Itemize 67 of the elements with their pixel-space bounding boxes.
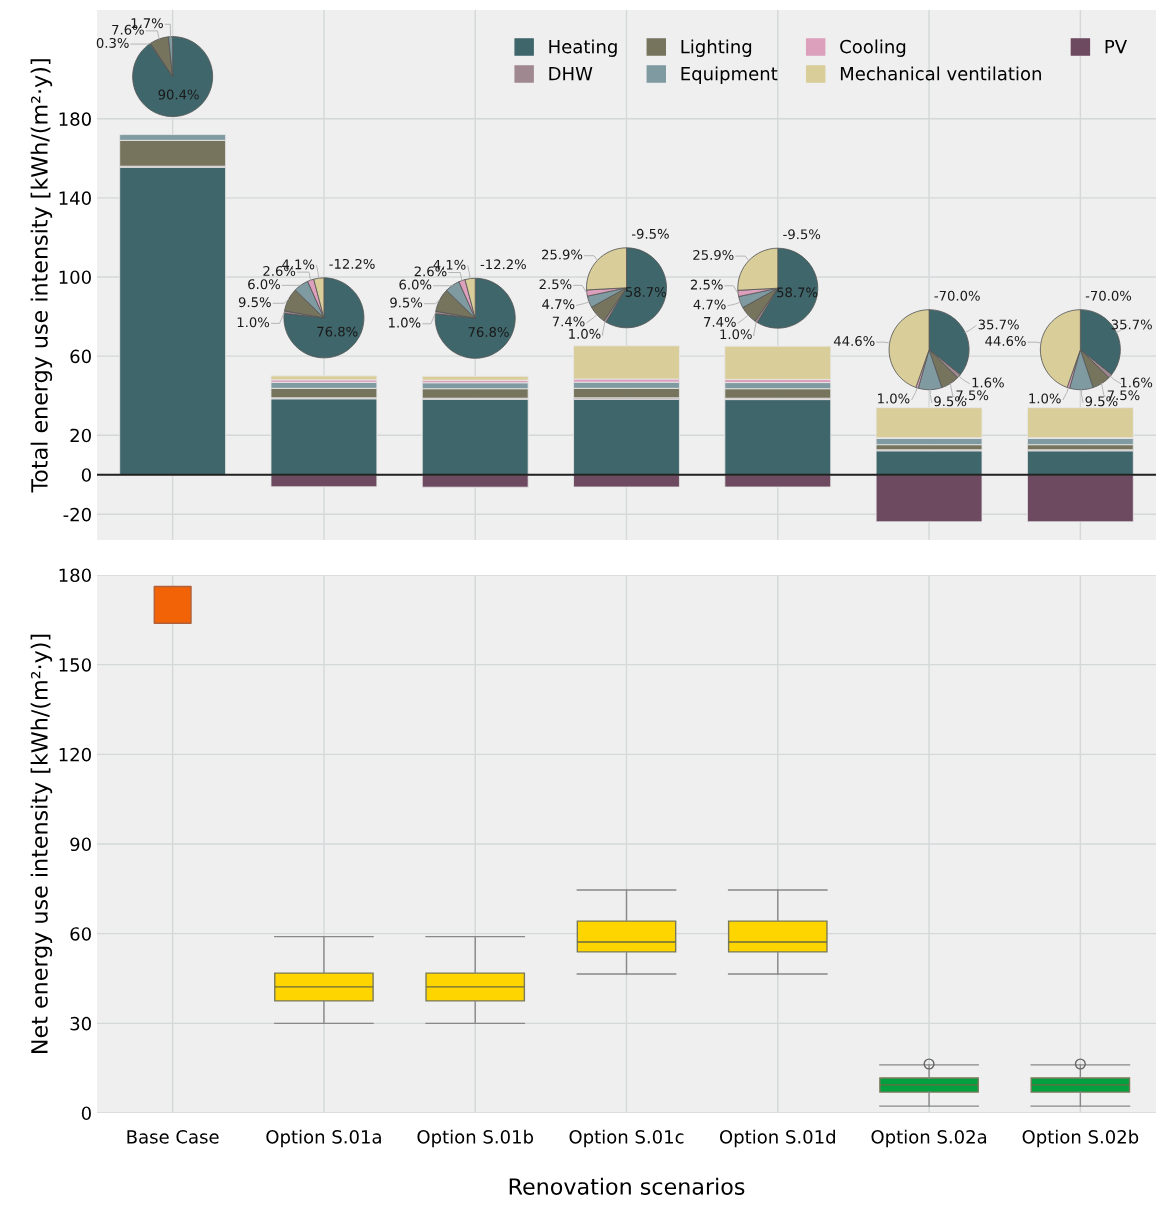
legend-label: Mechanical ventilation	[840, 66, 1041, 81]
data-label: 7.4%	[704, 316, 736, 327]
y-tick-label: -20	[63, 507, 91, 522]
y-tick-label: 60	[70, 927, 91, 941]
y-tick-label: 30	[70, 1016, 91, 1031]
x-tick-label: Base Case	[127, 1129, 219, 1144]
y-tick-label: 100	[59, 270, 91, 285]
data-label: 1.0%	[569, 328, 601, 339]
data-label: 2.5%	[690, 279, 723, 290]
data-label: 1.0%	[389, 317, 421, 328]
data-label: 90.4%	[158, 89, 199, 100]
annotation: -9.5%	[783, 229, 821, 240]
y-tick-label: 20	[70, 428, 91, 443]
data-label: 4.7%	[693, 299, 726, 310]
y-tick-label: 150	[59, 658, 91, 672]
data-label: 35.7%	[978, 319, 1019, 330]
x-tick-label: Option S.01d	[719, 1129, 835, 1148]
data-label: 9.5%	[390, 297, 423, 308]
data-label: 0.3%	[96, 37, 129, 48]
legend-label: PV	[1105, 39, 1127, 54]
data-label: 1.0%	[878, 393, 910, 404]
y-tick-label: 180	[59, 112, 91, 126]
data-label: 58.7%	[625, 286, 667, 297]
data-label: 2.5%	[539, 279, 572, 290]
legend-label: DHW	[549, 67, 593, 81]
data-label: 4.7%	[542, 299, 575, 310]
legend-label: Cooling	[840, 39, 906, 57]
annotation: -9.5%	[631, 228, 669, 239]
x-tick-label: Option S.02a	[871, 1129, 987, 1148]
data-label: 9.5%	[238, 297, 271, 308]
legend-label: Lighting	[681, 39, 752, 57]
y-tick-label: 120	[59, 747, 91, 762]
data-label: 44.6%	[985, 336, 1026, 346]
legend-label: Heating	[549, 39, 617, 57]
data-label: 1.6%	[972, 377, 1004, 388]
x-axis-title: Renovation scenarios	[509, 1177, 745, 1195]
y-tick-label: 140	[59, 191, 91, 205]
x-tick-label: Option S.01c	[569, 1129, 684, 1148]
data-label: 1.0%	[720, 329, 752, 340]
y-tick-label: 0	[81, 468, 91, 482]
annotation: -12.2%	[480, 259, 526, 270]
data-label: 1.6%	[1120, 377, 1153, 388]
data-label: 6.0%	[248, 279, 280, 290]
annotation: -70.0%	[1085, 290, 1132, 301]
data-label: 25.9%	[693, 249, 734, 260]
annotation: -12.2%	[329, 258, 375, 269]
data-label: 1.0%	[1029, 393, 1061, 404]
x-tick-label: Option S.02b	[1022, 1129, 1139, 1148]
legend-label: Equipment	[681, 66, 778, 84]
y-axis-title: Net energy use intensity [kWh/(m²·y)]	[30, 634, 53, 1053]
data-label: 58.7%	[777, 287, 818, 298]
x-tick-label: Option S.01a	[266, 1129, 381, 1148]
data-label: 76.8%	[468, 327, 509, 337]
data-label: 25.9%	[542, 249, 583, 260]
y-axis-title: Total energy use intensity [kWh/(m²·y)]	[30, 59, 53, 493]
y-tick-label: 60	[70, 349, 91, 364]
y-tick-label: 180	[59, 568, 91, 583]
y-tick-label: 90	[70, 837, 91, 852]
data-label: 6.0%	[399, 279, 432, 290]
y-tick-label: 0	[81, 1106, 91, 1121]
data-label: 1.0%	[237, 317, 270, 328]
data-label: 35.7%	[1111, 319, 1152, 330]
annotation: -70.0%	[934, 290, 980, 301]
x-tick-label: Option S.01b	[417, 1129, 534, 1148]
data-label: 44.6%	[833, 336, 875, 346]
data-label: 76.8%	[317, 326, 358, 337]
data-label: 7.4%	[552, 316, 585, 327]
